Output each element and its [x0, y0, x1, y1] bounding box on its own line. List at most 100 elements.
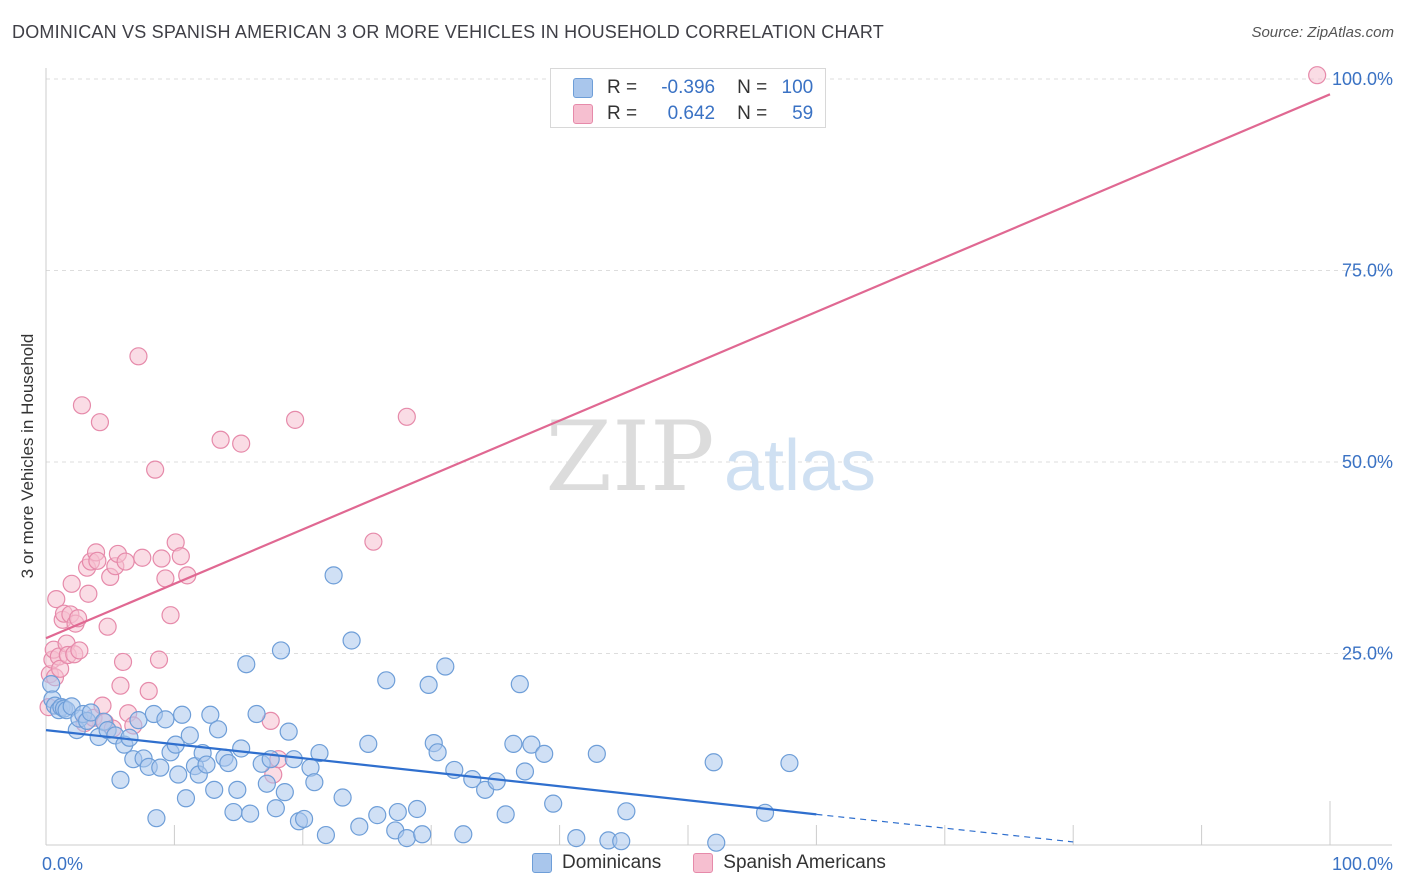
spanish-american-point [79, 584, 98, 603]
spanish-american-point [98, 617, 117, 636]
dominican-point [279, 722, 298, 741]
axes [45, 68, 1392, 846]
x-tick-label: 0.0% [42, 854, 83, 874]
dominican-point [169, 765, 188, 784]
watermark: ZIP atlas [545, 401, 876, 513]
y-tick-label: 100.0% [1332, 69, 1393, 89]
spanish-american-point [51, 659, 70, 678]
dominican-point [294, 809, 314, 829]
legend-item-spanish-americans[interactable]: Spanish Americans [693, 852, 886, 874]
dominican-point [208, 720, 228, 739]
spanish-american-point [72, 396, 92, 415]
dominican-point [544, 794, 563, 813]
dominicans-points [42, 566, 799, 852]
dominican-point [487, 772, 506, 791]
spanish-american-point [397, 407, 416, 426]
chart-title: DOMINICAN VS SPANISH AMERICAN 3 OR MORE … [12, 22, 884, 42]
spanish-american-point [146, 460, 165, 479]
dominican-point [156, 710, 175, 729]
dominican-point [176, 789, 196, 808]
y-tick-label: 25.0% [1342, 644, 1393, 664]
legend-item-dominicans[interactable]: Dominicans [532, 852, 661, 874]
spanish-american-point [364, 532, 383, 551]
dominican-point [324, 566, 343, 585]
dominicans-trend-line [45, 729, 817, 816]
spanish-americans-swatch [693, 853, 714, 873]
spanish-americans-swatch [573, 104, 593, 124]
spanish-american-point [70, 641, 89, 660]
dominican-point [707, 833, 726, 852]
dominican-point [81, 703, 101, 722]
spanish-american-point [161, 606, 180, 625]
stats-row-spanish-americans: R = 0.642 N = 59 [573, 101, 813, 127]
grid-lines [46, 78, 1392, 654]
dominican-point [180, 726, 199, 745]
dominican-point [42, 675, 61, 694]
spanish-american-point [152, 549, 171, 568]
dominican-point [407, 799, 427, 819]
watermark-atlas: atlas [724, 426, 876, 506]
spanish-american-point [139, 681, 158, 701]
dominican-point [111, 770, 130, 789]
spanish-american-point [149, 650, 169, 669]
dominican-point [535, 744, 554, 763]
dominican-point [504, 734, 523, 753]
r-label: R = [607, 103, 638, 124]
dominican-point [241, 804, 260, 823]
dominican-point [247, 704, 266, 724]
dominican-point [612, 832, 631, 851]
dominican-point [205, 780, 224, 799]
spanish-american-point [111, 676, 130, 695]
dominican-point [275, 783, 294, 802]
dominican-point [428, 743, 447, 762]
watermark-zip: ZIP [545, 401, 714, 513]
dominican-point [463, 770, 482, 789]
n-label: N = [737, 103, 768, 124]
dominican-point [201, 705, 220, 724]
spanish-american-point [90, 413, 110, 432]
spanish-american-point [129, 347, 148, 366]
tick-labels: 25.0% 50.0% 75.0% 100.0% 0.0% 100.0% [42, 69, 1393, 874]
dominican-point [496, 805, 515, 824]
r-value: -0.396 [661, 77, 716, 98]
dominican-point [237, 655, 256, 674]
dominican-point [377, 671, 396, 690]
dominican-point [228, 780, 247, 799]
dominican-point [359, 734, 378, 753]
y-tick-label: 75.0% [1342, 261, 1393, 281]
dominican-point [515, 762, 535, 781]
dominican-point [197, 755, 216, 774]
dominican-point [271, 641, 291, 660]
dominican-point [388, 802, 407, 822]
trend-lines [45, 93, 1331, 843]
r-value: 0.642 [667, 103, 716, 124]
legend-label-spanish-americans: Spanish Americans [723, 852, 886, 873]
dominican-point [522, 735, 541, 754]
spanish-american-point [211, 430, 230, 449]
spanish-american-point [133, 548, 152, 567]
dominican-point [567, 829, 586, 848]
dominican-point [266, 799, 285, 818]
spanish-americans-trend-line [45, 93, 1331, 640]
dominican-point [305, 773, 324, 792]
dominican-point [284, 750, 303, 769]
spanish-american-point [88, 551, 107, 570]
n-value: 59 [792, 103, 814, 124]
spanish-american-point [116, 552, 135, 571]
stats-legend: R = -0.396 N = 100 R = 0.642 N = 59 [550, 68, 826, 128]
n-value: 100 [781, 77, 814, 98]
dominican-point [316, 825, 336, 845]
n-label: N = [737, 77, 768, 98]
stats-row-dominicans: R = -0.396 N = 100 [573, 75, 813, 101]
spanish-american-point [171, 547, 190, 566]
dominicans-swatch [532, 853, 552, 873]
legend-label-dominicans: Dominicans [562, 852, 662, 873]
dominican-point [350, 817, 369, 836]
dominican-point [219, 753, 238, 773]
dominican-point [780, 753, 799, 773]
dominican-point [232, 739, 251, 758]
spanish-american-point [62, 574, 81, 593]
series-legend: Dominicans Spanish Americans [532, 852, 918, 874]
dominican-point [151, 758, 170, 777]
dominican-point [368, 806, 387, 825]
